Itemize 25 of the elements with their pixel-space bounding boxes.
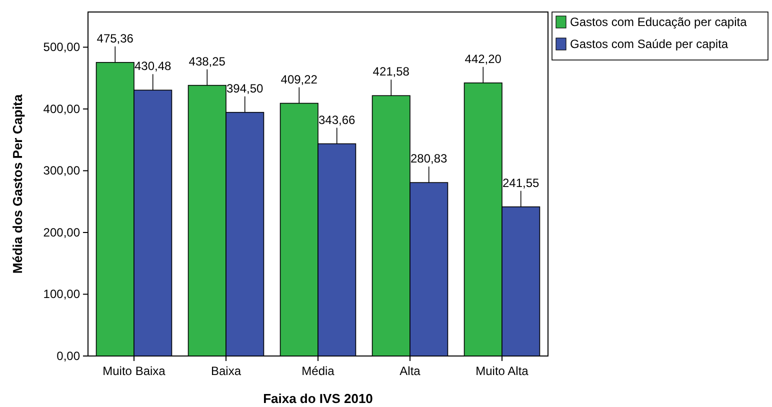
data-label: 394,50 xyxy=(226,81,264,96)
y-tick-label: 0,00 xyxy=(56,349,80,363)
y-axis-title: Média dos Gastos Per Capita xyxy=(10,94,25,274)
x-tick-label: Muito Baixa xyxy=(102,364,166,378)
data-label: 409,22 xyxy=(280,72,318,86)
x-tick-label: Média xyxy=(302,364,335,378)
y-tick-label: 200,00 xyxy=(43,225,80,240)
y-tick-label: 300,00 xyxy=(43,164,80,178)
data-label: 438,25 xyxy=(188,54,226,68)
y-tick-label: 500,00 xyxy=(43,40,80,54)
y-tick-label: 400,00 xyxy=(43,102,80,116)
x-tick-label: Muito Alta xyxy=(476,364,529,378)
data-label: 343,66 xyxy=(318,112,356,127)
data-label: 442,20 xyxy=(464,52,502,66)
y-tick-label: 100,00 xyxy=(43,287,80,302)
data-label: 421,58 xyxy=(372,64,410,79)
legend-label: Gastos com Saúde per capita xyxy=(570,37,728,51)
data-label: 430,48 xyxy=(134,59,172,74)
legend-label: Gastos com Educação per capita xyxy=(570,15,748,29)
x-tick-label: Alta xyxy=(400,364,421,378)
data-label: 475,36 xyxy=(96,31,134,46)
x-axis-title: Faixa do IVS 2010 xyxy=(263,391,373,406)
x-tick-label: Baixa xyxy=(210,364,242,378)
data-label: 241,55 xyxy=(502,176,540,190)
data-label: 280,83 xyxy=(410,152,448,166)
